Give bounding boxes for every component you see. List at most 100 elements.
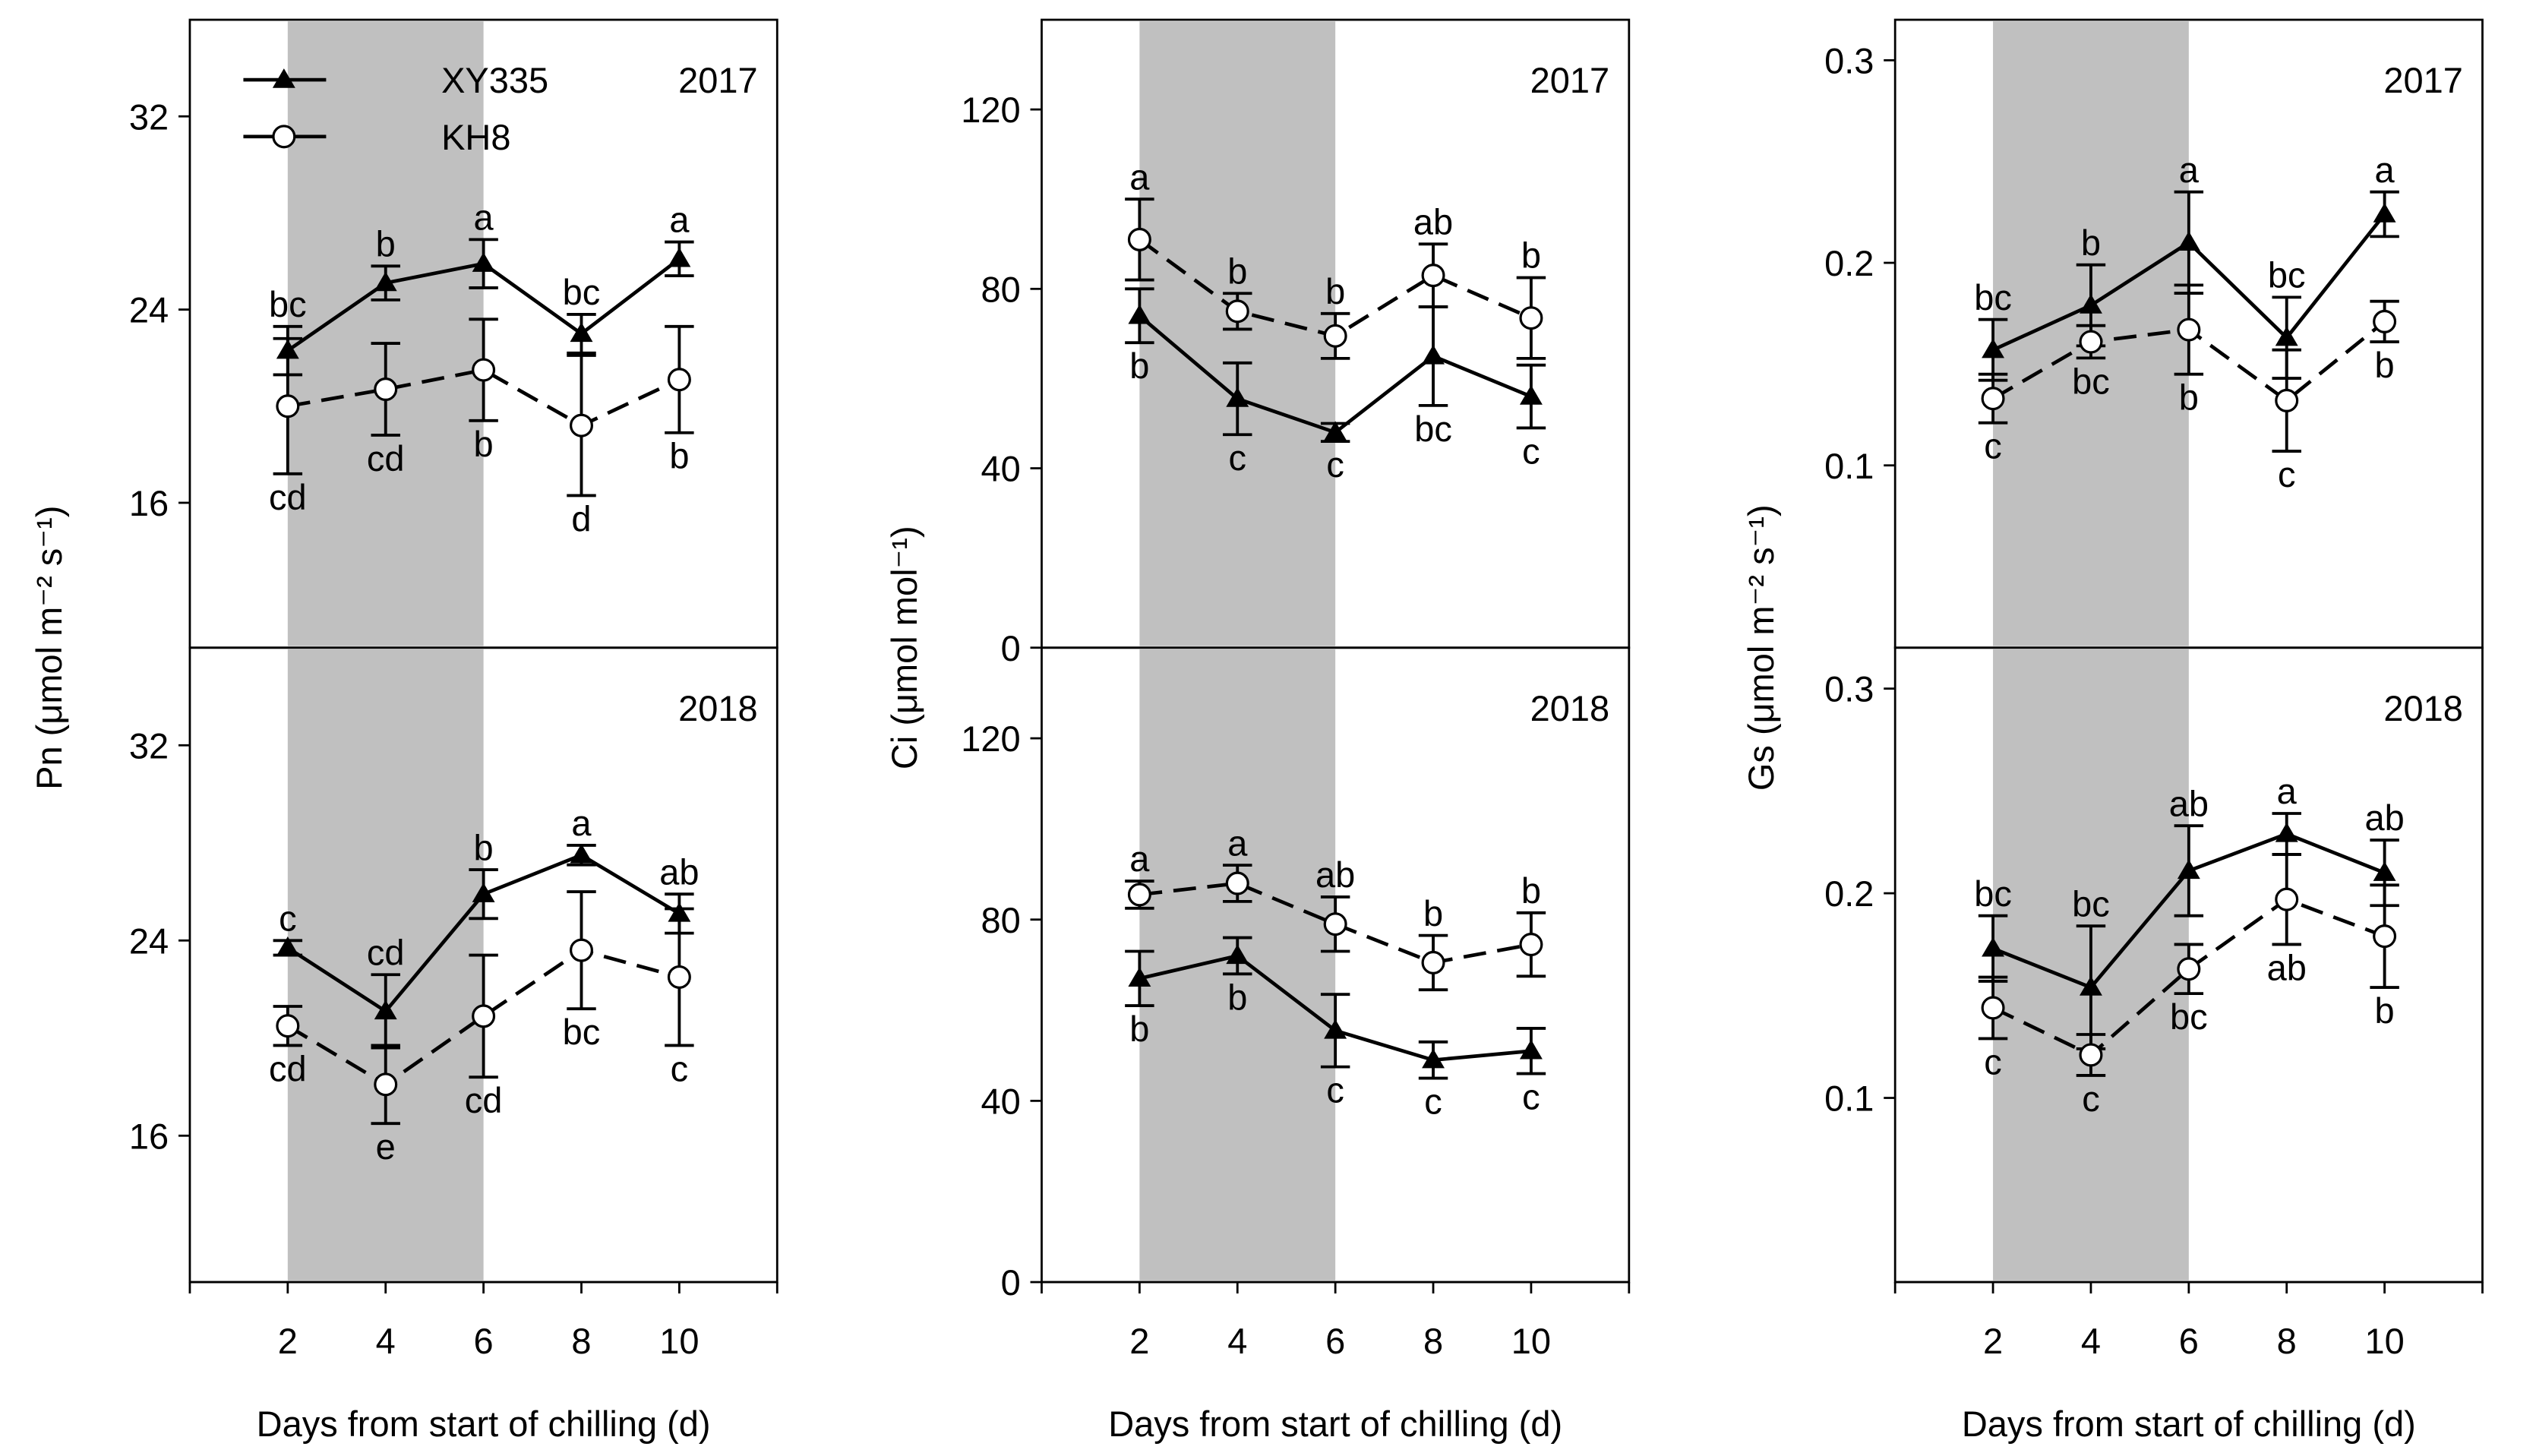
data-point-KH8 [1323, 324, 1347, 348]
significance-letter: c [1984, 1041, 2002, 1082]
y-axis-label: Gs (μmol m⁻² s⁻¹) [1741, 504, 1781, 791]
significance-letter: bc [563, 272, 601, 312]
data-point-XY335 [1982, 936, 2005, 957]
data-point-KH8 [1127, 227, 1151, 251]
legend-triangle-icon [272, 68, 295, 88]
significance-letter: a [669, 200, 690, 240]
significance-letter: ab [1413, 201, 1453, 242]
significance-letter: b [1227, 977, 1247, 1017]
data-point-KH8 [2373, 309, 2397, 333]
x-axis-label: Days from start of chilling (d) [257, 1404, 711, 1444]
significance-letter: c [2278, 454, 2296, 494]
significance-letter: c [279, 898, 296, 938]
x-tick-label: 8 [2277, 1321, 2297, 1361]
significance-letter: cd [269, 1048, 307, 1088]
data-point-XY335 [2275, 822, 2298, 842]
significance-letter: ab [2169, 783, 2209, 823]
panel-gs-2018: 0.1 0.2 0.3 2018 bc bc ab a ab c c bc ab b 2 4 6 8 10 Days … [1824, 646, 2484, 1444]
significance-letter: b [1521, 870, 1541, 911]
year-label: 2017 [2383, 60, 2463, 100]
data-point-KH8 [2079, 1043, 2103, 1067]
significance-letter: bc [1974, 277, 2012, 317]
year-label: 2018 [1530, 688, 1610, 728]
significance-letter: bc [1414, 409, 1452, 449]
x-tick-label: 6 [2179, 1321, 2199, 1361]
y-tick-label: 0 [1001, 1262, 1021, 1303]
data-point-KH8 [2177, 957, 2201, 981]
significance-letter: e [376, 1126, 396, 1167]
data-point-KH8 [374, 377, 398, 402]
significance-letter: b [1521, 235, 1541, 276]
y-tick-label: 24 [129, 290, 169, 330]
x-tick-label: 8 [1423, 1321, 1443, 1361]
x-tick-label: 10 [2364, 1321, 2404, 1361]
y-tick-label: 40 [981, 449, 1020, 489]
x-tick-label: 4 [2081, 1321, 2101, 1361]
significance-letter: a [571, 803, 592, 843]
data-point-KH8 [667, 965, 691, 989]
significance-letter: a [1129, 156, 1150, 197]
x-axis-label: Days from start of chilling (d) [1108, 1404, 1562, 1444]
significance-letter: b [474, 424, 494, 464]
chilling-period-shade [287, 649, 484, 1281]
significance-letter: b [376, 224, 396, 264]
chilling-period-shade [287, 21, 484, 646]
significance-letter: ab [2267, 947, 2307, 987]
significance-letter: b [2375, 990, 2395, 1031]
y-tick-label: 0.3 [1824, 669, 1874, 709]
significance-letter: a [1129, 839, 1150, 879]
data-point-KH8 [2373, 924, 2397, 949]
y-tick-label: 0.1 [1824, 1079, 1874, 1119]
significance-letter: ab [1315, 854, 1355, 895]
year-label: 2017 [1530, 60, 1610, 100]
data-point-XY335 [1226, 944, 1249, 965]
data-point-XY335 [1324, 1019, 1347, 1039]
data-point-KH8 [276, 1014, 300, 1038]
y-tick-label: 0 [1001, 628, 1021, 668]
data-point-XY335 [2275, 326, 2298, 346]
data-point-KH8 [1127, 883, 1151, 907]
data-point-KH8 [1519, 933, 1543, 957]
data-point-XY335 [1422, 1048, 1445, 1069]
significance-letter: b [474, 827, 494, 867]
data-point-KH8 [1225, 871, 1249, 895]
x-tick-label: 10 [1511, 1321, 1551, 1361]
chilling-period-shade [1139, 21, 1336, 646]
data-point-XY335 [1519, 1039, 1543, 1060]
x-tick-label: 6 [474, 1321, 494, 1361]
significance-letter: d [571, 498, 591, 538]
year-label: 2018 [678, 688, 758, 728]
y-tick-label: 40 [981, 1081, 1020, 1121]
significance-letter: c [1984, 426, 2002, 466]
significance-letter: a [2375, 150, 2395, 190]
data-point-XY335 [472, 252, 495, 272]
significance-letter: cd [465, 1080, 503, 1120]
data-point-KH8 [2275, 887, 2299, 911]
significance-letter: b [1423, 893, 1443, 933]
significance-letter: c [1326, 1070, 1344, 1110]
data-point-KH8 [472, 1004, 496, 1028]
significance-letter: c [2082, 1079, 2100, 1119]
significance-letter: cd [269, 477, 307, 517]
y-tick-label: 80 [981, 269, 1020, 309]
data-point-KH8 [1323, 912, 1347, 936]
data-point-KH8 [2079, 330, 2103, 354]
legend: XY335 KH8 [243, 60, 548, 157]
data-point-KH8 [2275, 388, 2299, 412]
data-point-XY335 [1519, 385, 1543, 405]
data-point-KH8 [1225, 299, 1249, 324]
significance-letter: c [1522, 431, 1540, 471]
y-tick-label: 80 [981, 900, 1020, 940]
significance-letter: a [474, 197, 494, 238]
significance-letter: bc [269, 284, 307, 324]
data-point-KH8 [1519, 306, 1543, 330]
significance-letter: bc [563, 1012, 601, 1052]
significance-letter: c [671, 1048, 689, 1088]
data-point-XY335 [1324, 421, 1347, 441]
data-point-KH8 [374, 1072, 398, 1097]
significance-letter: b [2081, 223, 2101, 263]
y-tick-label: 32 [129, 96, 169, 137]
data-point-KH8 [276, 394, 300, 418]
data-point-KH8 [472, 358, 496, 382]
